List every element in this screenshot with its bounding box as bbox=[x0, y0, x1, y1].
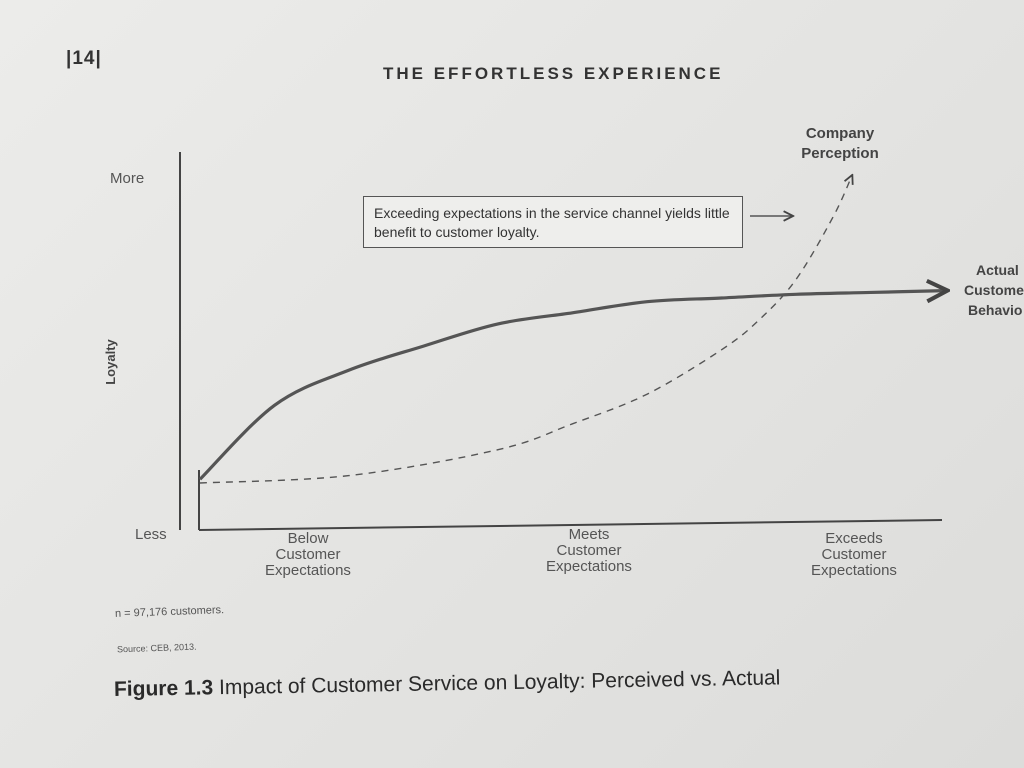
legend-line: Perception bbox=[801, 145, 879, 162]
x-tick-line: Expectations bbox=[265, 562, 351, 579]
series-perception-line bbox=[199, 176, 852, 484]
x-tick-line: Meets bbox=[568, 526, 610, 543]
x-tick-line: Expectations bbox=[811, 562, 897, 579]
x-tick-line: Customer bbox=[556, 542, 622, 559]
legend-line: Custome bbox=[964, 282, 1024, 298]
y-tick-more: More bbox=[110, 170, 145, 187]
x-axis bbox=[198, 519, 943, 531]
y-tick-less: Less bbox=[135, 526, 167, 543]
legend-line: Actual bbox=[976, 262, 1019, 278]
legend-actual-behavior: Actual Custome Behavio bbox=[962, 260, 1024, 320]
x-tick-line: Exceeds bbox=[825, 530, 883, 547]
x-tick-meets: Meets Customer Expectations bbox=[531, 527, 647, 575]
legend-line: Behavio bbox=[968, 302, 1023, 318]
running-head: THE EFFORTLESS EXPERIENCE bbox=[383, 64, 724, 83]
x-tick-line: Customer bbox=[821, 546, 887, 563]
x-tick-line: Below bbox=[287, 530, 329, 547]
annotation-box: Exceeding expectations in the service ch… bbox=[363, 196, 743, 248]
figure-number: Figure 1.3 bbox=[113, 676, 214, 701]
series-actual-line bbox=[198, 291, 945, 481]
x-tick-line: Customer bbox=[275, 546, 341, 563]
legend-company-perception: Company Perception bbox=[785, 124, 895, 164]
legend-line: Company bbox=[805, 125, 875, 142]
x-tick-below: Below Customer Expectations bbox=[250, 531, 366, 579]
page-number: |14| bbox=[66, 48, 102, 69]
x-tick-line: Expectations bbox=[546, 558, 632, 575]
x-tick-exceeds: Exceeds Customer Expectations bbox=[796, 531, 912, 579]
y-axis-label: Loyalty bbox=[102, 339, 118, 385]
